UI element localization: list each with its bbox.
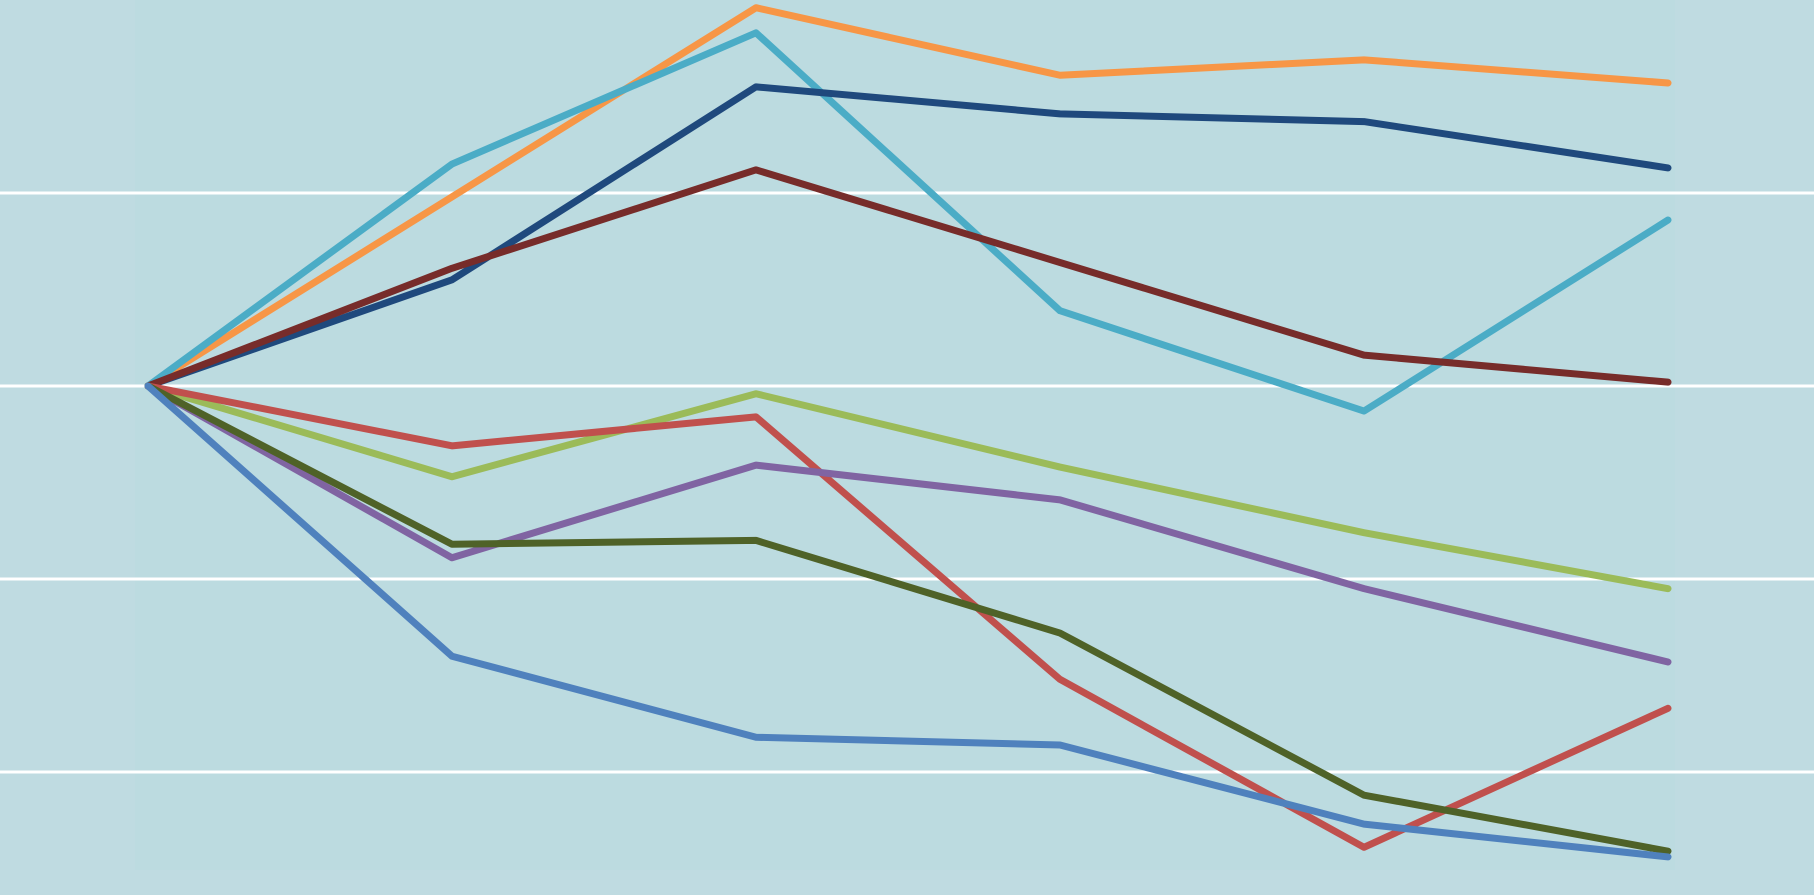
series-line-6 [144,382,1672,851]
gridlines [0,191,1814,774]
series-line-8 [144,382,1672,855]
series-line-5 [144,382,1672,593]
series-line-7 [144,382,1672,666]
series-line-1 [144,4,1672,390]
series-line-3 [144,83,1672,390]
series-line-4 [144,166,1672,390]
series-line-9 [144,382,1672,861]
series-line-2 [144,29,1672,415]
series-group [144,4,1672,861]
